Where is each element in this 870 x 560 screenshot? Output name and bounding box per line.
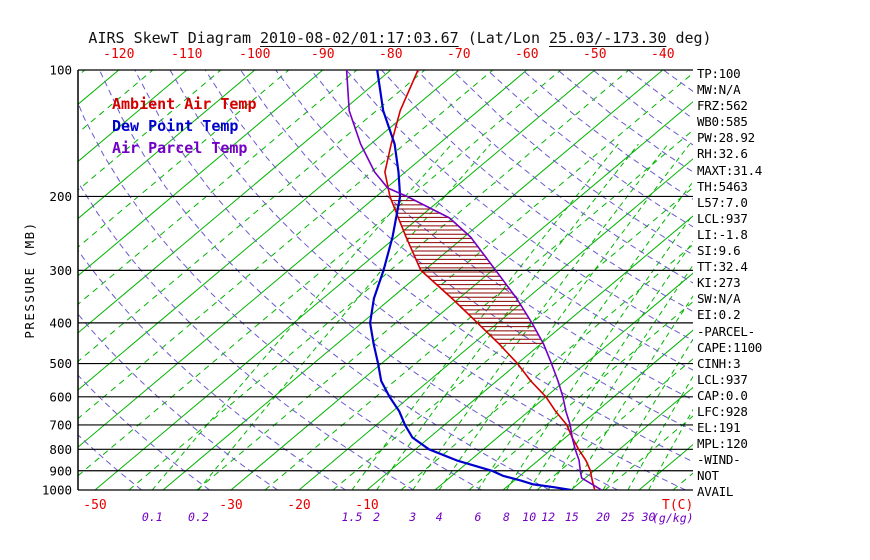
svg-text:6: 6	[474, 510, 481, 524]
title-latlon: 25.03/-173.30	[549, 29, 667, 47]
svg-text:10: 10	[522, 510, 536, 524]
svg-text:-120: -120	[103, 47, 134, 62]
svg-text:0.2: 0.2	[188, 510, 209, 524]
svg-text:-40: -40	[651, 47, 674, 62]
stat-line: -WIND-	[697, 452, 741, 468]
stat-line: LI:-1.8	[697, 226, 748, 242]
stat-line: CAPE:1100	[697, 339, 763, 355]
stat-line: TP:100	[697, 66, 741, 81]
stat-line: SW:N/A	[697, 291, 741, 307]
stat-line: MAXT:31.4	[697, 162, 763, 178]
svg-text:PRESSURE (MB): PRESSURE (MB)	[22, 221, 37, 338]
svg-text:-60: -60	[515, 47, 538, 62]
svg-text:800: 800	[49, 442, 72, 457]
svg-text:-100: -100	[239, 47, 270, 62]
ambient-temp-curve	[384, 70, 596, 490]
stat-line: LCL:937	[697, 371, 748, 387]
sounding-indices-panel: TP:100 MW:N/A FRZ:562 WB0:585 PW:28.92 RH:32.…	[697, 66, 869, 501]
svg-text:15: 15	[565, 510, 579, 524]
stat-line: L57:7.0	[697, 194, 748, 210]
svg-text:900: 900	[49, 463, 72, 478]
stat-line: CINH:3	[697, 355, 741, 371]
svg-text:-80: -80	[379, 47, 402, 62]
stat-line: AVAIL	[697, 484, 734, 500]
pressure-axis-title: PRESSURE (MB)	[22, 221, 37, 338]
stat-line: EL:191	[697, 420, 741, 436]
stat-line: TT:32.4	[697, 259, 748, 275]
cape-hatch	[389, 195, 544, 344]
stat-line: -PARCEL-	[697, 323, 755, 339]
svg-text:3: 3	[408, 510, 416, 524]
title-text: AIRS SkewT Diagram	[88, 29, 261, 47]
bottom-temp-axis-labels: -50 -30 -20 -10 T(C)	[83, 498, 693, 513]
stat-line: FRZ:562	[697, 98, 748, 114]
top-temp-axis-labels: -120 -110 -100 -90 -80 -70 -60 -50 -40	[103, 47, 674, 62]
legend-ambient-air-temp: Ambient Air Temp	[112, 95, 257, 113]
svg-text:8: 8	[503, 510, 510, 524]
pressure-gridlines	[78, 69, 693, 491]
title-suffix: deg)	[666, 29, 712, 47]
svg-text:100: 100	[49, 63, 72, 78]
svg-text:12: 12	[541, 510, 555, 524]
stat-line: SI:9.6	[697, 243, 741, 259]
pressure-tick-labels: 100 200 300 400 500 600 700 800 900 1000	[42, 63, 72, 498]
svg-text:-20: -20	[287, 498, 310, 513]
stat-line: WB0:585	[697, 114, 748, 130]
svg-text:500: 500	[49, 356, 72, 371]
svg-text:T(C): T(C)	[662, 498, 693, 513]
dry-adiabat-lines	[78, 70, 693, 490]
svg-text:300: 300	[49, 263, 72, 278]
svg-text:25: 25	[621, 510, 635, 524]
dewpoint-temp-curve	[369, 70, 572, 490]
svg-text:2: 2	[373, 510, 380, 524]
svg-text:600: 600	[49, 389, 72, 404]
title-latlon-prefix: (Lat/Lon	[458, 29, 550, 47]
stat-line: NOT	[697, 468, 719, 484]
svg-text:-110: -110	[171, 47, 202, 62]
svg-text:(g/kg): (g/kg)	[652, 511, 694, 525]
svg-text:700: 700	[49, 417, 72, 432]
svg-text:-10: -10	[355, 498, 378, 513]
legend-air-parcel-temp: Air Parcel Temp	[112, 139, 248, 157]
stat-line: RH:32.6	[697, 146, 748, 162]
svg-text:200: 200	[49, 189, 72, 204]
svg-text:30: 30	[641, 510, 656, 524]
stat-line: PW:28.92	[697, 130, 755, 146]
legend-dew-point-temp: Dew Point Temp	[112, 117, 239, 135]
mixing-ratio-labels: 0.1 0.2 1.5 2 3 4 6 8 10 12 15 20 25 30(g/kg)	[142, 510, 694, 525]
page-title: AIRS SkewT Diagram 2010-08-02/01:17:03.6…	[0, 29, 800, 47]
svg-text:400: 400	[49, 315, 72, 330]
parcel-temp-curve	[345, 70, 603, 490]
title-datetime: 2010-08-02/01:17:03.67	[260, 29, 459, 47]
svg-text:0.1: 0.1	[142, 510, 163, 524]
stat-line: MW:N/A	[697, 82, 741, 98]
svg-text:20: 20	[596, 510, 610, 524]
svg-text:-50: -50	[83, 498, 106, 513]
stat-line: EI:0.2	[697, 307, 741, 323]
stat-line: LCL:937	[697, 210, 748, 226]
mixing-ratio-lines	[151, 143, 693, 490]
svg-text:-30: -30	[219, 498, 242, 513]
svg-text:1.5: 1.5	[342, 510, 363, 524]
stat-line: LFC:928	[697, 403, 748, 419]
stat-line: KI:273	[697, 275, 741, 291]
svg-text:1000: 1000	[42, 483, 72, 498]
isotherm-lines	[78, 70, 693, 490]
svg-text:-90: -90	[311, 47, 334, 62]
svg-text:-70: -70	[447, 47, 470, 62]
svg-text:-50: -50	[583, 47, 606, 62]
svg-text:4: 4	[436, 510, 443, 524]
stat-line: MPL:120	[697, 436, 748, 452]
stat-line: CAP:0.0	[697, 387, 748, 403]
stat-line: TH:5463	[697, 178, 748, 194]
